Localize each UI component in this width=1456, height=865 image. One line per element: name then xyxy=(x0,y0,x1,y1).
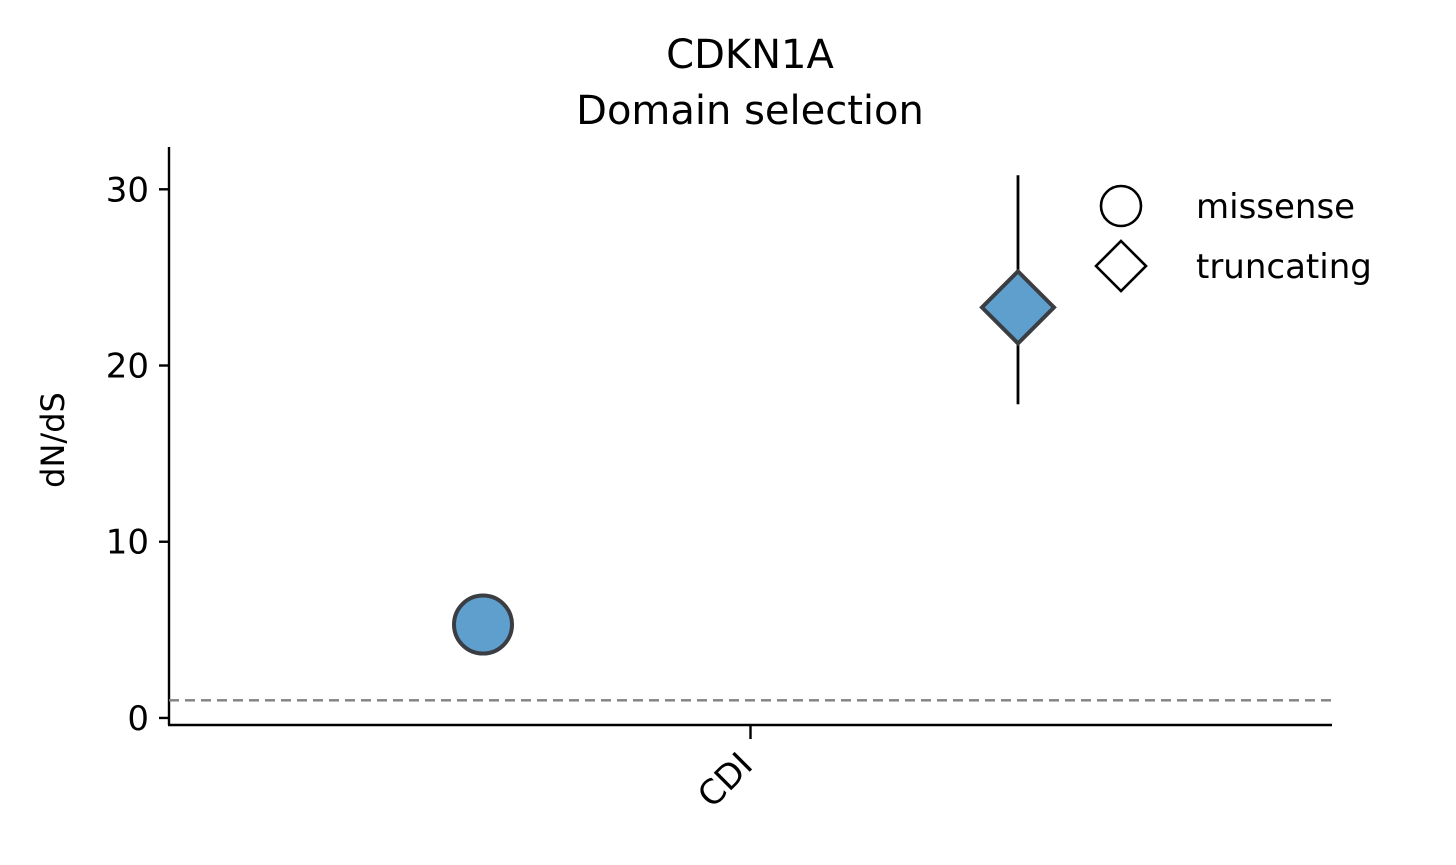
marker-missense xyxy=(452,593,515,656)
y-tick-label: 30 xyxy=(106,170,149,210)
legend-label-missense: missense xyxy=(1196,187,1355,227)
y-axis-label: dN/dS xyxy=(34,392,72,488)
chart-title: CDKN1A xyxy=(666,32,834,78)
y-tick-label: 20 xyxy=(106,347,149,387)
legend-marker-truncating xyxy=(1094,239,1148,293)
marker-truncating xyxy=(979,268,1057,347)
legend-marker-missense xyxy=(1099,184,1143,228)
legend-label-truncating: truncating xyxy=(1196,247,1372,287)
x-tick-label: CDI xyxy=(690,745,761,816)
y-tick-label: 0 xyxy=(127,699,149,739)
plot-layer: 0 10 20 30 CDI xyxy=(106,170,1332,816)
legend: missense truncating xyxy=(1094,184,1372,293)
y-tick-label: 10 xyxy=(106,523,149,563)
chart-subtitle: Domain selection xyxy=(576,88,924,134)
